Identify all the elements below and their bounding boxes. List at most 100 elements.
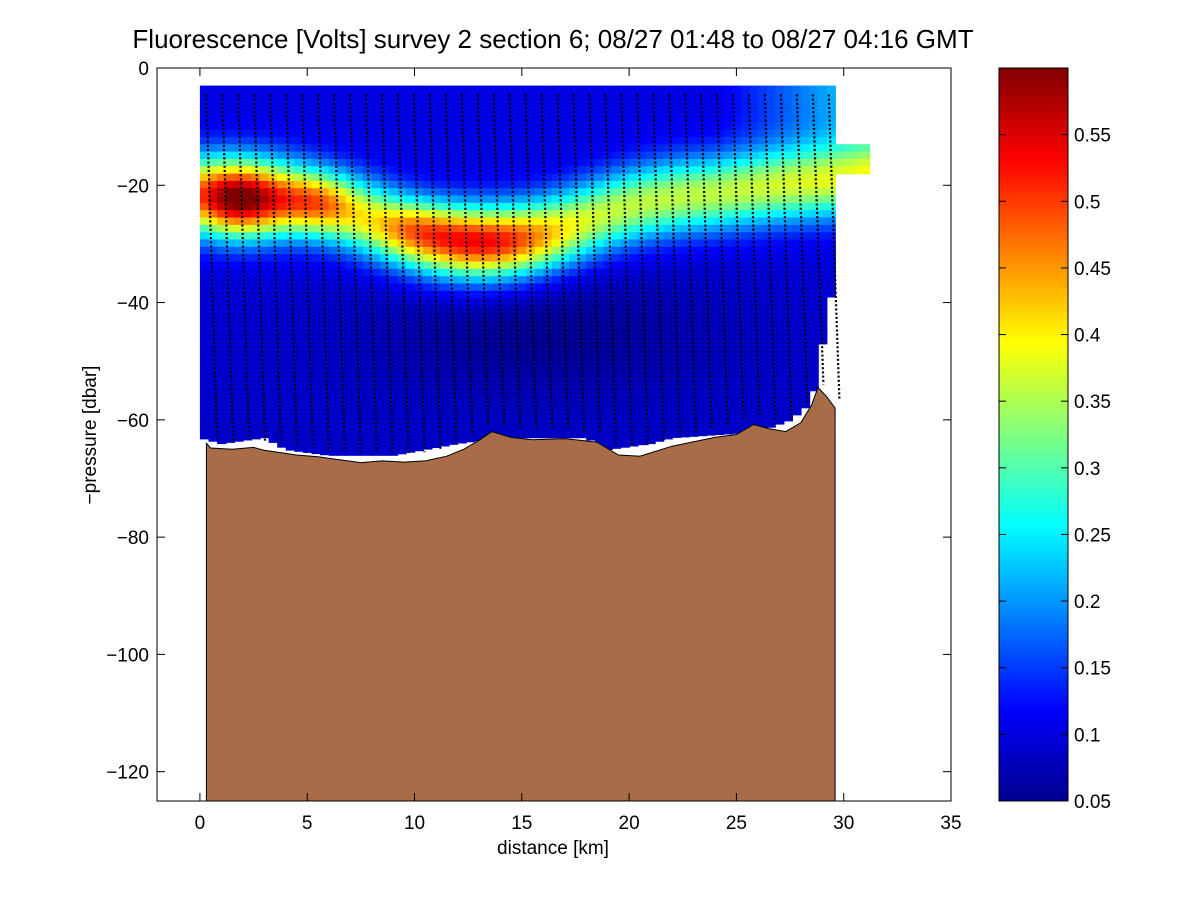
heat-cell: [208, 422, 218, 431]
heat-cell: [320, 224, 330, 233]
heat-cell: [594, 283, 605, 292]
heat-cell: [345, 202, 356, 211]
heat-cell: [663, 393, 673, 402]
heat-cell: [792, 114, 802, 123]
heat-cell: [783, 85, 793, 94]
heat-cell: [345, 122, 356, 131]
heat-cell: [818, 136, 828, 145]
heat-cell: [663, 276, 673, 285]
heat-cell: [526, 195, 536, 204]
heat-cell: [491, 334, 502, 343]
heat-cell: [448, 312, 459, 321]
heat-cell: [637, 202, 648, 211]
heat-cell: [775, 224, 785, 233]
heat-cell: [440, 202, 450, 211]
heat-cell: [526, 261, 536, 270]
heat-cell: [251, 246, 261, 255]
heat-cell: [363, 320, 373, 329]
heat-cell: [534, 136, 545, 145]
heat-cell: [637, 217, 648, 226]
heat-cell: [491, 378, 502, 387]
heat-cell: [680, 166, 690, 175]
heat-cell: [663, 202, 673, 211]
heat-cell: [534, 305, 545, 314]
heat-cell: [483, 371, 493, 380]
heat-cell: [629, 334, 639, 343]
heat-cell: [260, 122, 270, 131]
heat-cell: [363, 276, 373, 285]
heat-cell: [680, 144, 690, 153]
heat-cell: [586, 415, 596, 424]
heat-cell: [543, 349, 553, 358]
heat-cell: [483, 400, 493, 409]
heat-cell: [594, 312, 605, 321]
heat-cell: [448, 320, 459, 329]
heat-cell: [423, 173, 433, 182]
heat-cell: [337, 217, 347, 226]
heat-cell: [491, 151, 502, 160]
heat-cell: [543, 356, 553, 365]
heat-cell: [654, 158, 665, 167]
heat-cell: [457, 334, 467, 343]
heat-cell: [697, 122, 708, 131]
heat-cell: [783, 349, 793, 358]
heat-cell: [285, 136, 296, 145]
heat-cell: [637, 114, 648, 123]
heat-cell: [474, 254, 484, 263]
heat-cell: [234, 180, 244, 189]
heat-cell: [277, 393, 287, 402]
heat-cell: [603, 400, 613, 409]
heat-cell: [208, 400, 218, 409]
y-tick-label: −60: [117, 411, 149, 432]
heat-cell: [423, 327, 433, 336]
heat-cell: [311, 202, 321, 211]
heat-cell: [637, 129, 648, 138]
heat-cell: [723, 224, 733, 233]
heat-cell: [560, 129, 570, 138]
heat-cell: [508, 239, 519, 248]
heat-cell: [551, 320, 562, 329]
heat-cell: [594, 122, 605, 131]
heat-cell: [260, 378, 270, 387]
heat-cell: [800, 261, 811, 270]
heat-cell: [508, 100, 519, 109]
heat-cell: [629, 151, 639, 160]
heat-cell: [466, 224, 476, 233]
heat-cell: [783, 312, 793, 321]
heat-cell: [491, 210, 502, 219]
heat-cell: [646, 430, 656, 439]
heat-cell: [551, 107, 562, 116]
heat-cell: [577, 349, 587, 358]
heat-cell: [637, 400, 648, 409]
heat-cell: [260, 386, 270, 395]
heat-cell: [225, 327, 236, 336]
heat-cell: [569, 151, 579, 160]
heat-cell: [809, 122, 819, 131]
heat-cell: [783, 217, 793, 226]
heat-cell: [260, 158, 270, 167]
heat-cell: [217, 180, 227, 189]
heat-cell: [569, 305, 579, 314]
heat-cell: [646, 356, 656, 365]
heat-cell: [371, 151, 381, 160]
heat-cell: [783, 342, 793, 351]
heat-cell: [783, 378, 793, 387]
heat-cell: [646, 371, 656, 380]
heat-cell: [586, 151, 596, 160]
heat-cell: [603, 276, 613, 285]
heat-cell: [534, 415, 545, 424]
heat-cell: [629, 224, 639, 233]
heat-cell: [792, 254, 802, 263]
heat-cell: [457, 254, 467, 263]
heat-cell: [792, 202, 802, 211]
heat-cell: [466, 349, 476, 358]
heat-cell: [757, 349, 768, 358]
heat-cell: [723, 210, 733, 219]
heat-cell: [766, 180, 776, 189]
heat-cell: [663, 378, 673, 387]
heat-cell: [543, 408, 553, 417]
heat-cell: [457, 239, 467, 248]
heat-cell: [517, 312, 527, 321]
heat-cell: [551, 166, 562, 175]
heat-cell: [603, 173, 613, 182]
